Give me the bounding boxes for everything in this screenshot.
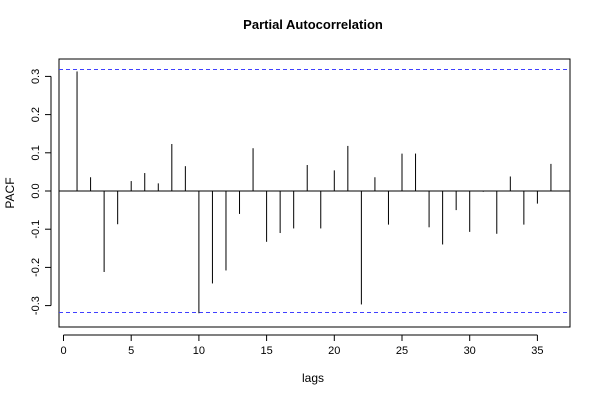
plot-frame	[58, 58, 571, 328]
x-tick-label: 25	[396, 345, 408, 357]
plot-layer: 0 5 10 15 20 25 30 35 -0.3 -0.2 -0.1 0.0 0.1 0.2 0.3	[30, 69, 570, 357]
y-tick-label: 0.1	[30, 145, 42, 160]
y-tick-label: -0.1	[30, 220, 42, 239]
chart-title: Partial Autocorrelation	[243, 17, 383, 32]
y-axis-label: PACF	[3, 177, 17, 208]
x-tick-label: 0	[60, 345, 66, 357]
x-axis-label: lags	[302, 371, 324, 385]
x-tick-label: 10	[193, 345, 205, 357]
y-tick-label: -0.3	[30, 296, 42, 315]
y-tick-label: 0.3	[30, 69, 42, 84]
y-tick-label: 0.0	[30, 183, 42, 198]
x-tick-label: 15	[260, 345, 272, 357]
y-tick-label: -0.2	[30, 258, 42, 277]
x-tick-label: 30	[464, 345, 476, 357]
x-tick-label: 5	[128, 345, 134, 357]
y-tick-label: 0.2	[30, 107, 42, 122]
x-tick-label: 35	[531, 345, 543, 357]
x-tick-label: 20	[328, 345, 340, 357]
